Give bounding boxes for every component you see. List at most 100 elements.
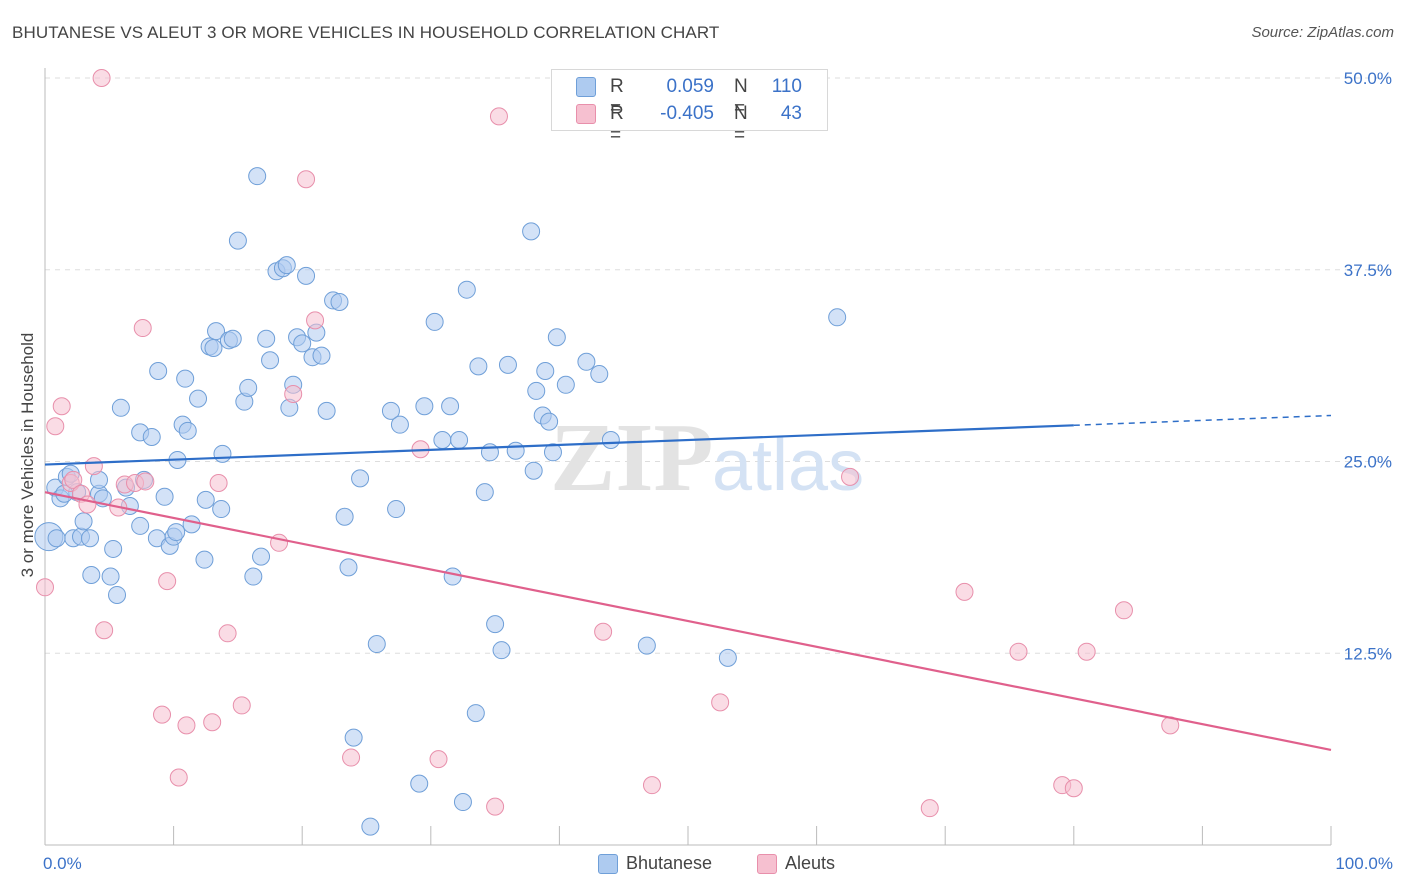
bhutanese-point: [415, 397, 434, 416]
bhutanese-point: [155, 487, 174, 506]
bhutanese-point: [167, 523, 186, 542]
aleuts-point: [46, 417, 65, 436]
aleuts-point: [1077, 642, 1096, 661]
aleuts-point: [92, 69, 111, 87]
bhutanese-point: [556, 375, 575, 394]
bhutanese-point: [204, 338, 223, 357]
bhutanese-point: [469, 357, 488, 376]
aleuts-point: [920, 799, 939, 818]
aleuts-point: [1064, 779, 1083, 798]
aleuts-swatch: [576, 104, 596, 124]
aleuts-point: [133, 319, 152, 338]
bhutanese-point: [601, 431, 620, 450]
source-label: Source: ZipAtlas.com: [1251, 24, 1394, 41]
bhutanese-point: [176, 369, 195, 388]
legend: Bhutanese Aleuts: [0, 852, 1406, 878]
bhutanese-point: [108, 585, 127, 604]
aleuts-point: [284, 385, 303, 404]
bhutanese-point: [367, 635, 386, 654]
aleuts-point: [711, 693, 730, 712]
bhutanese-point: [111, 398, 130, 417]
bhutanese-point: [297, 266, 316, 285]
bhutanese-point: [81, 529, 100, 548]
bhutanese-point: [228, 231, 247, 250]
bhutanese-point: [590, 365, 609, 384]
bhutanese-point: [335, 507, 354, 526]
aleuts-point: [342, 748, 361, 767]
bhutanese-point: [637, 636, 656, 655]
bhutanese-point: [492, 641, 511, 660]
bhutanese-point: [189, 389, 208, 408]
bhutanese-point: [498, 355, 517, 374]
bhutanese-point: [149, 361, 168, 380]
stats-box: R = 0.059 N = 110 R = -0.405 N = 43: [551, 69, 828, 146]
bhutanese-point: [207, 322, 226, 341]
aleuts-point: [955, 582, 974, 601]
y-tick-label: 37.5%: [1344, 261, 1392, 280]
bhutanese-point: [101, 567, 120, 586]
bhutanese-point: [82, 566, 101, 585]
aleuts-point: [177, 716, 196, 735]
bhutanese-point: [351, 469, 370, 488]
r-label: R =: [610, 103, 624, 146]
aleuts-point: [136, 472, 155, 491]
aleuts-point: [52, 397, 71, 416]
bhutanese-point: [361, 817, 380, 836]
n-value: 43: [780, 103, 802, 124]
bhutanese-point: [828, 308, 847, 327]
aleuts-point: [84, 457, 103, 476]
aleuts-point: [203, 713, 222, 732]
bhutanese-point: [74, 512, 93, 531]
x-tick-label: 0.0%: [43, 854, 82, 873]
bhutanese-point: [543, 443, 562, 462]
bhutanese-point: [381, 401, 400, 420]
bhutanese-point: [223, 329, 242, 348]
aleuts-point: [232, 696, 251, 715]
bhutanese-point: [506, 441, 525, 460]
aleuts-point: [36, 578, 54, 597]
y-tick-label: 25.0%: [1344, 453, 1392, 472]
bhutanese-point: [577, 352, 596, 371]
aleuts-point: [153, 705, 172, 724]
bhutanese-point: [387, 500, 406, 519]
bhutanese-point: [257, 329, 276, 348]
chart-title: BHUTANESE VS ALEUT 3 OR MORE VEHICLES IN…: [12, 23, 720, 42]
bhutanese-point: [390, 415, 409, 434]
bhutanese-point: [312, 346, 331, 365]
bhutanese-point: [182, 515, 201, 534]
watermark-atlas: atlas: [712, 426, 864, 506]
bhutanese-point: [239, 378, 258, 397]
aleuts-point: [169, 768, 188, 787]
aleuts-point: [1009, 642, 1028, 661]
bhutanese-point: [718, 648, 737, 667]
bhutanese-point: [104, 539, 123, 558]
bhutanese-point: [453, 793, 472, 812]
bhutanese-point: [212, 500, 231, 519]
bhutanese-point: [330, 292, 349, 311]
r-label: R =: [610, 76, 624, 119]
legend-label: Bhutanese: [626, 853, 713, 873]
bhutanese-point: [293, 334, 312, 353]
bhutanese-point: [524, 461, 543, 480]
bhutanese-point: [466, 704, 485, 723]
bhutanese-point: [536, 361, 555, 380]
aleuts-legend-swatch: [757, 854, 777, 874]
r-value: -0.405: [660, 103, 714, 124]
bhutanese-point: [244, 567, 263, 586]
bhutanese-point: [540, 412, 559, 431]
bhutanese-point: [131, 516, 150, 535]
bhutanese-point: [486, 615, 505, 634]
aleuts-point: [64, 470, 83, 489]
bhutanese-point: [475, 483, 494, 502]
bhutanese-point: [344, 728, 363, 747]
bhutanese-point: [433, 431, 452, 450]
bhutanese-point: [339, 558, 358, 577]
legend-label: Aleuts: [785, 853, 836, 873]
bhutanese-point: [522, 222, 541, 241]
y-tick-label: 12.5%: [1344, 644, 1392, 663]
aleuts-point: [489, 107, 508, 126]
aleuts-point: [642, 776, 661, 795]
n-value: 110: [771, 76, 802, 97]
n-label: N =: [734, 76, 748, 119]
aleuts-point: [486, 797, 505, 816]
